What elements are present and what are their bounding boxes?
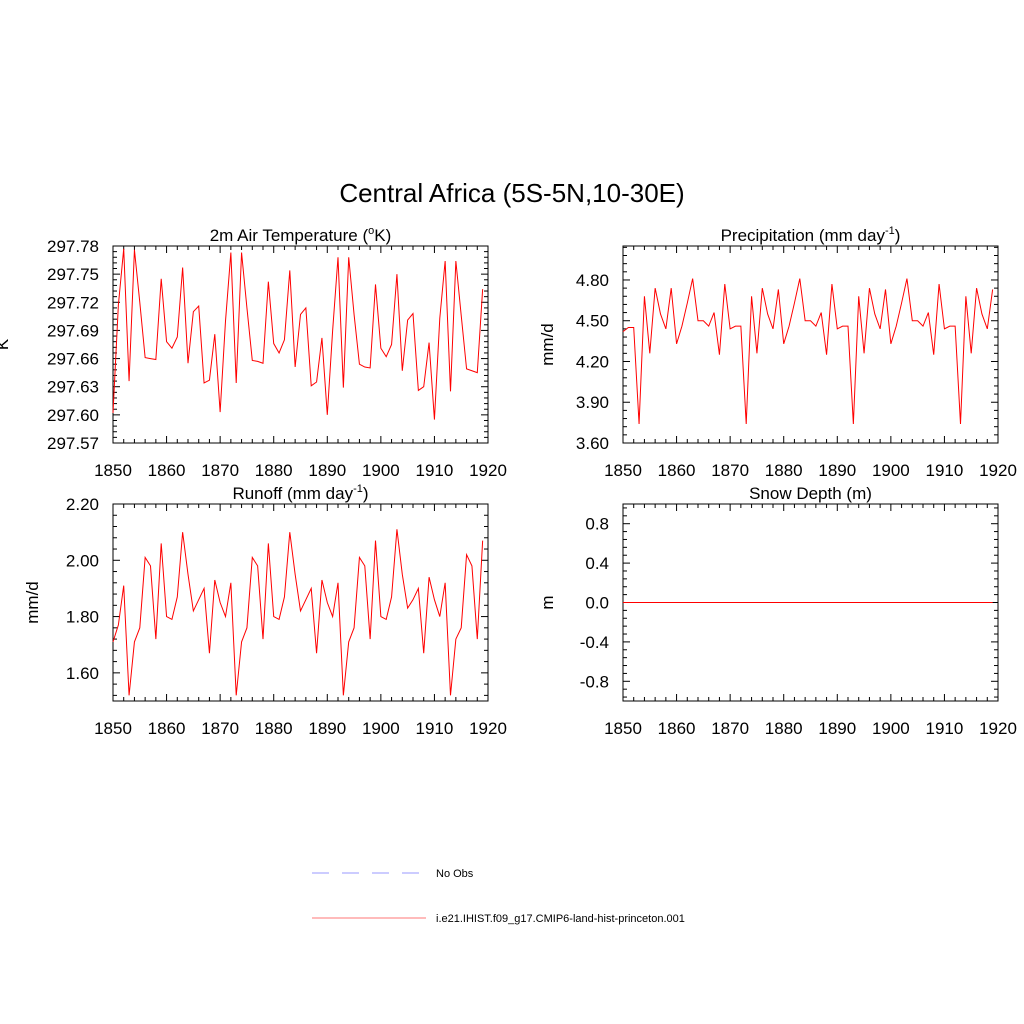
panel-title-end: ): [895, 226, 901, 245]
panel-title-end: ): [363, 484, 369, 503]
x-tick-label: 1880: [255, 461, 293, 480]
panel-4: Snow Depth (m) m 1850 1860 1870 1880 1890 1900 1…: [538, 484, 1017, 738]
y-tick-label: 297.72: [47, 293, 99, 312]
y-axis-label: mm/d: [23, 581, 42, 624]
x-tick-label: 1900: [362, 461, 400, 480]
y-tick-label: 4.50: [576, 312, 609, 331]
panel-title-text: Precipitation (mm day: [721, 226, 886, 245]
y-tick-label: -0.8: [580, 672, 609, 691]
x-tick-label: 1890: [308, 719, 346, 738]
y-axis-label: m: [538, 595, 557, 609]
x-tick-label: 1880: [255, 719, 293, 738]
y-tick-label: 1.60: [66, 664, 99, 683]
x-tick-label: 1910: [416, 461, 454, 480]
legend-label-2: i.e21.IHIST.f09_g17.CMIP6-land-hist-prin…: [436, 913, 685, 925]
y-tick-label: 297.69: [47, 321, 99, 340]
y-tick-label: 0.8: [585, 515, 609, 534]
y-axis-label: K: [0, 338, 12, 350]
x-tick-label: 1890: [818, 461, 856, 480]
x-tick-label: 1870: [201, 719, 239, 738]
y-tick-label: 3.60: [576, 434, 609, 453]
panel-title: Runoff (mm day-1): [232, 483, 368, 503]
panel-2: Precipitation (mm day-1) mm/d 1850 1860 1870…: [538, 225, 1017, 480]
x-tick-label: 1880: [765, 461, 803, 480]
y-tick-label: 2.20: [66, 495, 99, 514]
x-tick-label: 1870: [711, 461, 749, 480]
panel-title-sup: -1: [885, 225, 895, 237]
x-tick-label: 1870: [201, 461, 239, 480]
x-tick-label: 1880: [765, 719, 803, 738]
x-tick-label: 1850: [94, 719, 132, 738]
y-tick-label: 4.20: [576, 352, 609, 371]
panel-3: Runoff (mm day-1) mm/d 1850 1860 1870 1880 189…: [23, 483, 507, 738]
y-tick-label: 4.80: [576, 271, 609, 290]
panel-title-text: 2m Air Temperature (: [210, 226, 369, 245]
x-tick-label: 1910: [926, 461, 964, 480]
y-tick-label: 0.4: [585, 554, 609, 573]
x-tick-label: 1890: [818, 719, 856, 738]
x-tick-label: 1900: [872, 719, 910, 738]
x-tick-label: 1860: [658, 461, 696, 480]
panel-1: 2m Air Temperature (oK) K 1850 1860 1870 1880…: [0, 225, 507, 480]
panel-title-sup: o: [368, 225, 374, 237]
panel-title: 2m Air Temperature (oK): [210, 225, 392, 245]
y-tick-label: 1.80: [66, 608, 99, 627]
y-tick-label: 297.66: [47, 350, 99, 369]
y-tick-label: 297.60: [47, 406, 99, 425]
x-tick-label: 1900: [872, 461, 910, 480]
x-tick-label: 1900: [362, 719, 400, 738]
x-tick-label: 1910: [416, 719, 454, 738]
x-tick-label: 1920: [469, 461, 507, 480]
x-tick-label: 1850: [604, 461, 642, 480]
main-title: Central Africa (5S-5N,10-30E): [339, 178, 684, 208]
plot-frame: [622, 245, 999, 444]
panels: 2m Air Temperature (oK) K 1850 1860 1870 1880…: [0, 225, 1017, 738]
x-tick-label: 1860: [148, 719, 186, 738]
x-tick-label: 1870: [711, 719, 749, 738]
y-tick-label: 297.63: [47, 378, 99, 397]
legend: No Obs i.e21.IHIST.f09_g17.CMIP6-land-his…: [312, 868, 685, 925]
y-tick-label: 297.75: [47, 265, 99, 284]
plot-frame: [112, 503, 489, 702]
series-line: [112, 529, 484, 696]
x-tick-label: 1920: [469, 719, 507, 738]
panel-title-sup: -1: [353, 483, 363, 495]
y-tick-label: -0.4: [580, 633, 609, 652]
x-tick-label: 1850: [94, 461, 132, 480]
x-tick-label: 1850: [604, 719, 642, 738]
panel-title-text: Runoff (mm day: [232, 484, 353, 503]
panel-title-end: K): [374, 226, 391, 245]
x-tick-label: 1860: [148, 461, 186, 480]
y-axis-label: mm/d: [538, 323, 557, 366]
x-tick-label: 1910: [926, 719, 964, 738]
x-tick-label: 1920: [979, 461, 1017, 480]
panel-title-text: Snow Depth (m): [749, 484, 872, 503]
y-tick-label: 3.90: [576, 393, 609, 412]
panel-title: Snow Depth (m): [749, 484, 872, 503]
legend-label-1: No Obs: [436, 868, 474, 880]
x-tick-label: 1860: [658, 719, 696, 738]
y-tick-label: 297.57: [47, 434, 99, 453]
y-tick-label: 0.0: [585, 594, 609, 613]
plot-frame: [112, 245, 489, 444]
y-tick-label: 2.00: [66, 551, 99, 570]
x-tick-label: 1890: [308, 461, 346, 480]
x-tick-label: 1920: [979, 719, 1017, 738]
y-tick-label: 297.78: [47, 237, 99, 256]
series-line: [622, 278, 994, 425]
series-line: [112, 248, 484, 420]
panel-title: Precipitation (mm day-1): [721, 225, 901, 245]
